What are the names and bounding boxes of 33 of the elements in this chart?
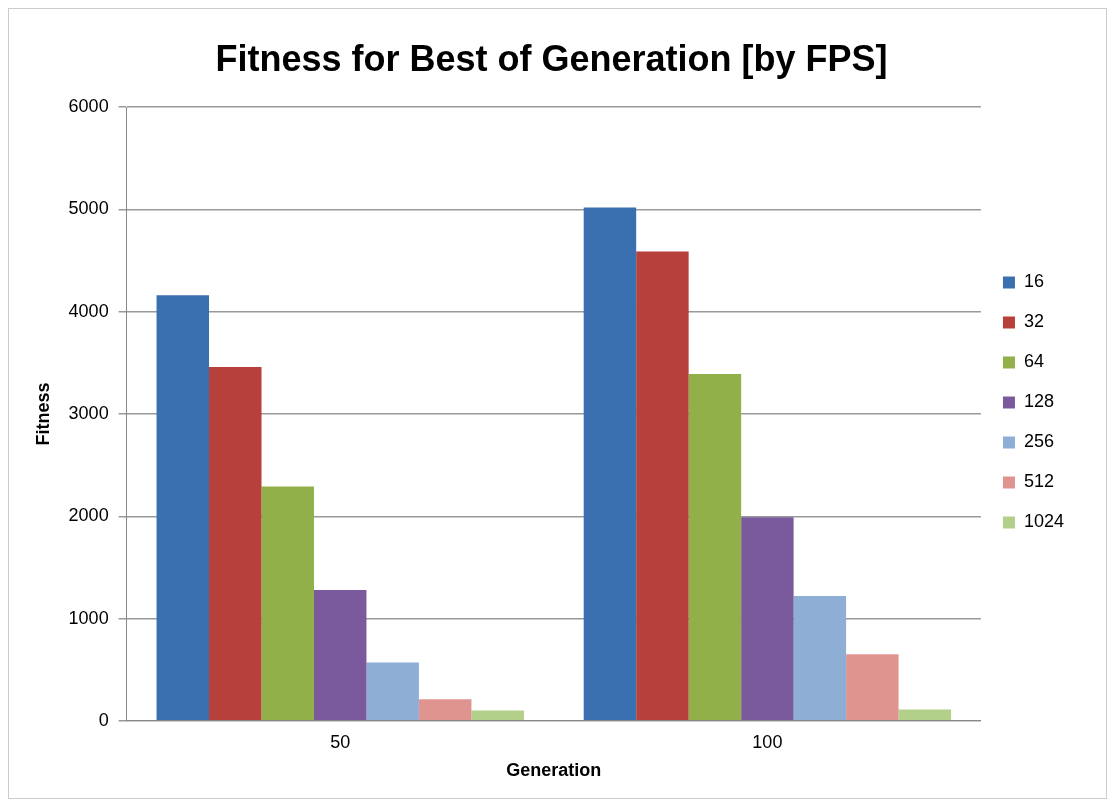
y-tick-label: 3000 xyxy=(68,402,109,423)
bar xyxy=(636,251,689,721)
y-axis-title: Fitness xyxy=(32,382,53,446)
bar xyxy=(741,517,794,721)
bar xyxy=(793,596,847,721)
bar xyxy=(583,207,637,721)
legend-label: 32 xyxy=(1023,311,1044,332)
y-tick-label: 4000 xyxy=(68,300,109,321)
bar xyxy=(688,374,742,721)
bar xyxy=(418,699,472,721)
y-tick-label: 2000 xyxy=(68,505,109,526)
x-tick-label: 100 xyxy=(752,731,783,752)
y-tick-label: 5000 xyxy=(68,198,109,219)
x-axis-title: Generation xyxy=(506,760,602,781)
bar xyxy=(313,589,367,721)
legend-label: 256 xyxy=(1023,431,1054,452)
chart-title: Fitness for Best of Generation [by FPS] xyxy=(215,37,888,79)
x-tick-label: 50 xyxy=(330,731,351,752)
y-tick-label: 0 xyxy=(98,709,109,730)
bar xyxy=(471,710,524,721)
bar xyxy=(898,709,952,721)
bar xyxy=(366,662,419,721)
y-tick-label: 1000 xyxy=(68,607,109,628)
legend-label: 16 xyxy=(1023,271,1044,292)
y-tick-label: 6000 xyxy=(68,96,109,117)
legend-label: 1024 xyxy=(1023,511,1064,532)
bar xyxy=(156,295,210,721)
legend-label: 512 xyxy=(1023,471,1054,492)
bar xyxy=(261,486,314,721)
legend-label: 64 xyxy=(1023,351,1044,372)
bar xyxy=(846,654,899,721)
bar xyxy=(209,366,262,721)
legend-label: 128 xyxy=(1023,391,1054,412)
